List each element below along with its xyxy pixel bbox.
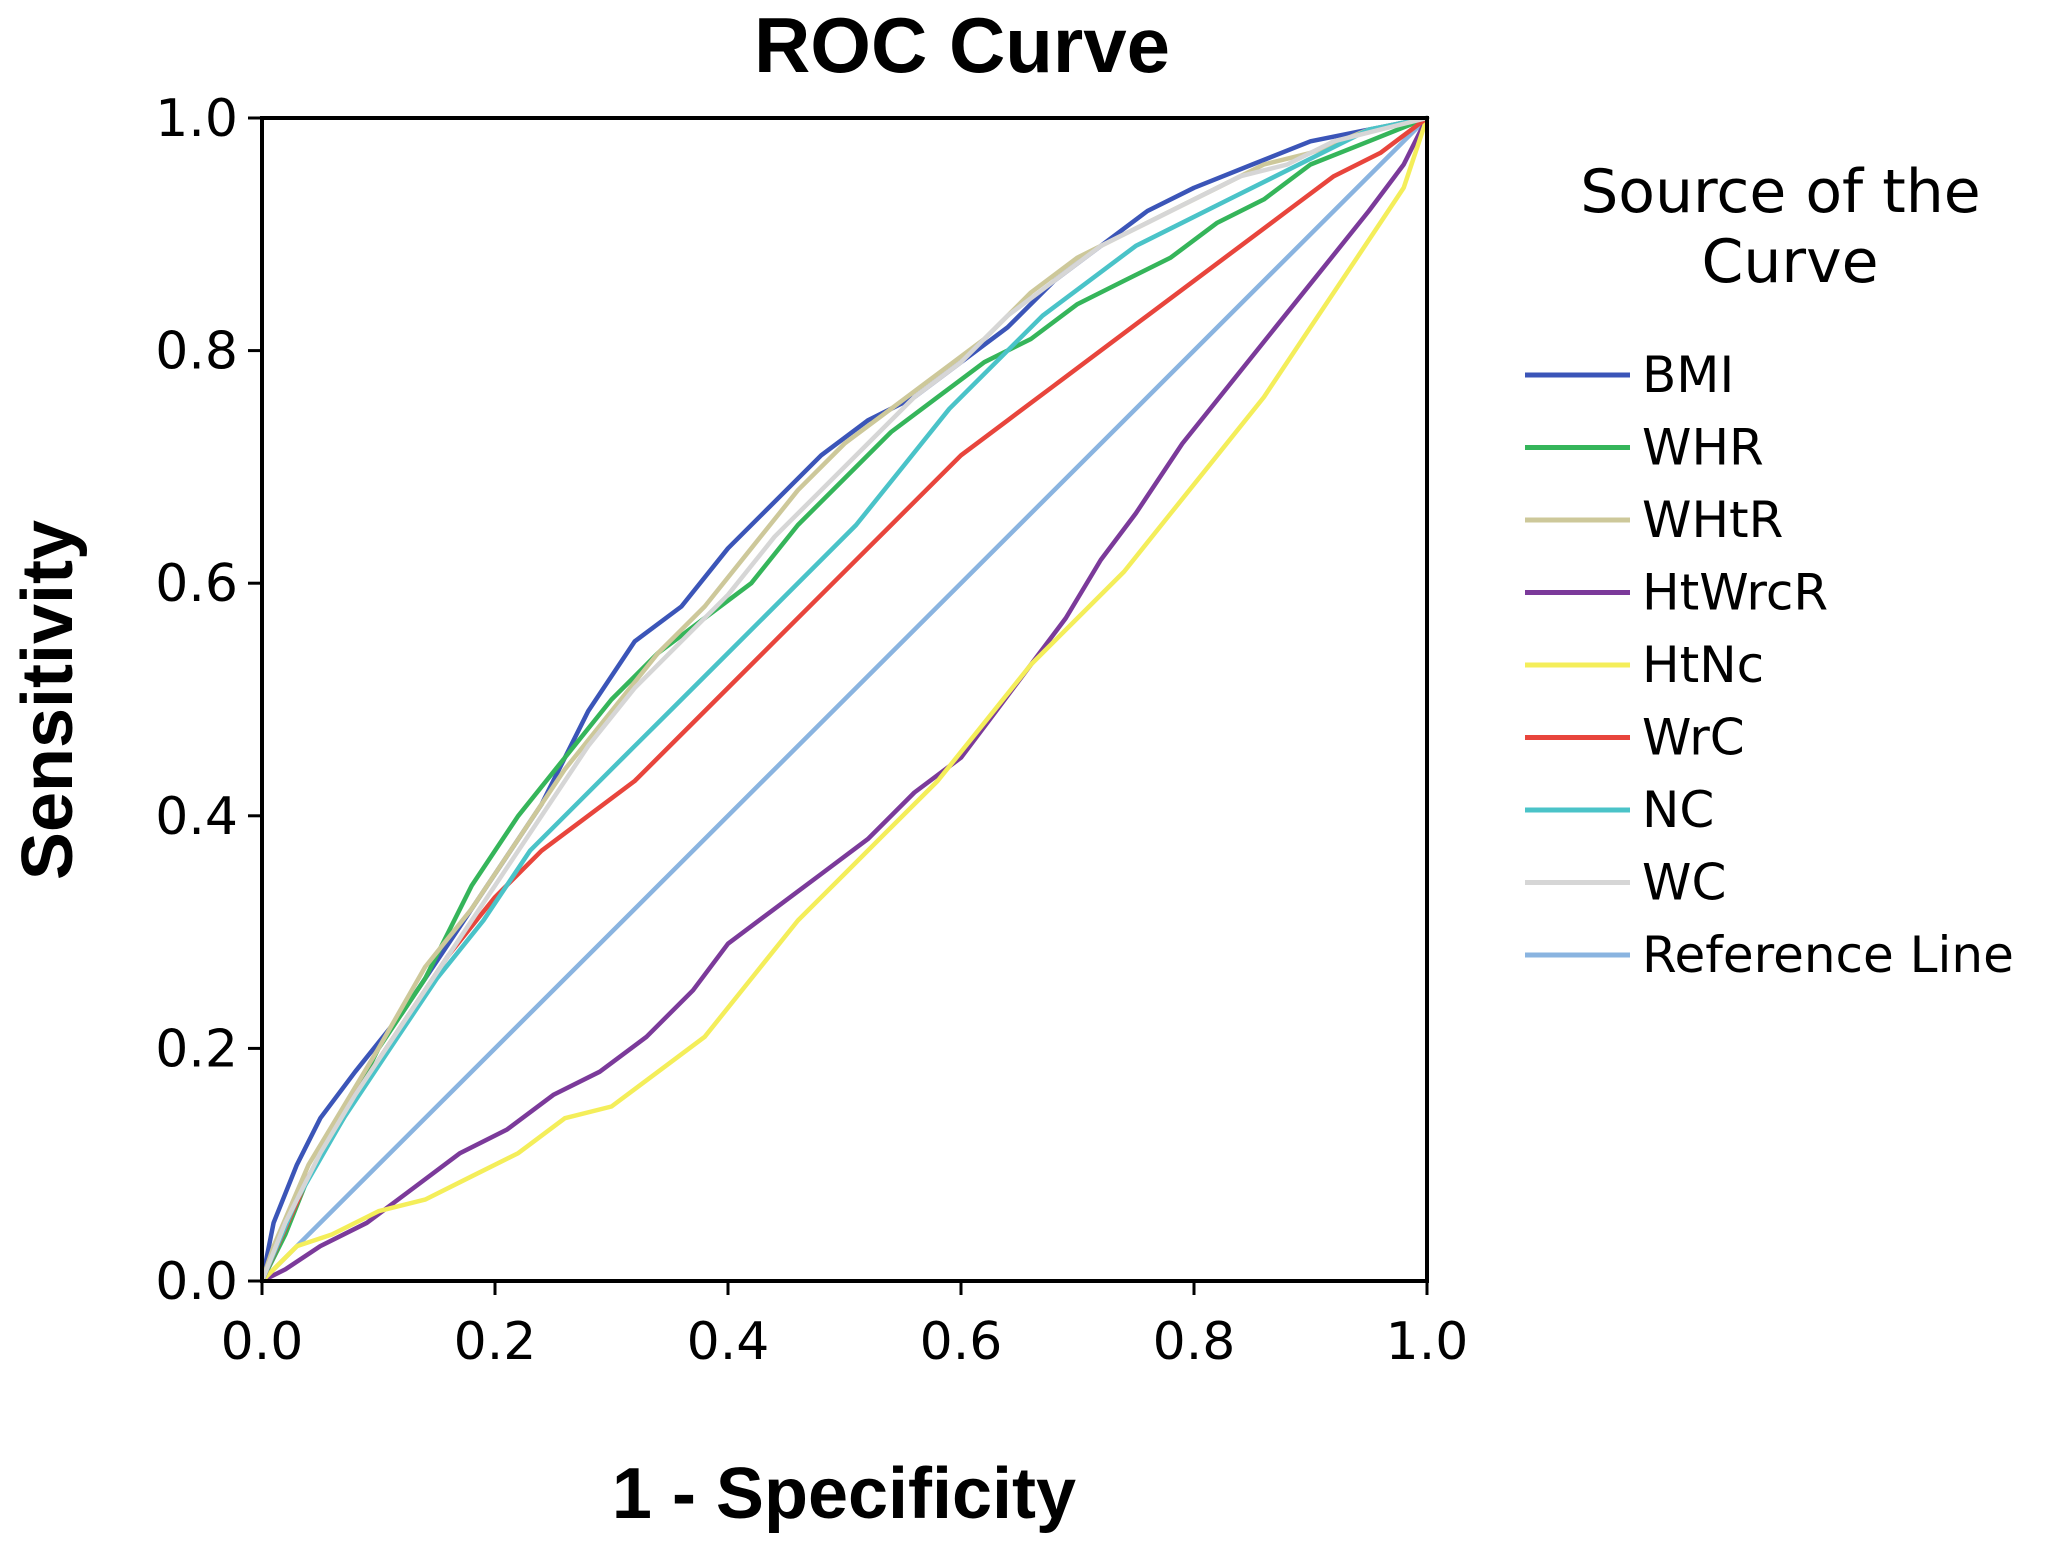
legend-item-reference-line: Reference Line bbox=[1525, 926, 2014, 984]
curve-reference-line bbox=[259, 115, 1430, 1284]
x-tick-label: 1.0 bbox=[1386, 1312, 1469, 1372]
y-tick-label: 0.0 bbox=[155, 1252, 238, 1312]
legend-label: HtWrcR bbox=[1642, 564, 1828, 622]
legend-items: BMI WHR WHtR HtWrcR HtNc WrC NC WC Reference Lin… bbox=[1525, 346, 2014, 984]
x-tick-label: 0.6 bbox=[920, 1312, 1003, 1372]
curve-wc bbox=[259, 115, 1430, 1284]
ticks-group: 0.0 0.2 0.4 0.6 0.8 1.0 0.0 0.2 0.4 0.6 0.8 1.0 bbox=[155, 89, 1468, 1372]
y-tick-label: 0.2 bbox=[155, 1019, 238, 1079]
x-tick-label: 0.4 bbox=[687, 1312, 770, 1372]
plot-frame bbox=[260, 116, 1429, 1283]
legend-label: WHtR bbox=[1642, 491, 1783, 549]
legend-label: BMI bbox=[1642, 346, 1734, 404]
legend-item-whr: WHR bbox=[1525, 419, 1764, 477]
x-tick-label: 0.0 bbox=[221, 1312, 304, 1372]
legend-item-whtr: WHtR bbox=[1525, 491, 1783, 549]
legend-item-htnc: HtNc bbox=[1525, 636, 1764, 694]
legend-label: WrC bbox=[1642, 709, 1745, 767]
legend-item-bmi: BMI bbox=[1525, 346, 1734, 404]
x-axis-label: 1 - Specificity bbox=[612, 1454, 1076, 1534]
legend-title-line-1: Source of the bbox=[1580, 157, 1981, 227]
curve-htnc bbox=[259, 115, 1430, 1284]
legend: Source of the Curve BMI WHR WHtR HtWrcR HtNc… bbox=[1525, 157, 2014, 984]
y-tick-label: 1.0 bbox=[155, 89, 238, 149]
legend-item-wc: WC bbox=[1525, 854, 1726, 912]
legend-item-wrc: WrC bbox=[1525, 709, 1745, 767]
x-tick-label: 0.8 bbox=[1153, 1312, 1236, 1372]
legend-label: HtNc bbox=[1642, 636, 1764, 694]
x-tick-label: 0.2 bbox=[454, 1312, 537, 1372]
legend-title: Source of the Curve bbox=[1580, 157, 2000, 297]
curve-bmi bbox=[259, 115, 1430, 1284]
legend-label: WHR bbox=[1642, 419, 1764, 477]
curves-group bbox=[259, 115, 1430, 1284]
curve-nc bbox=[259, 115, 1430, 1284]
y-tick-label: 0.8 bbox=[155, 322, 238, 382]
legend-label: Reference Line bbox=[1642, 926, 2014, 984]
y-axis-label: Sensitivity bbox=[8, 520, 88, 880]
legend-item-htwrcr: HtWrcR bbox=[1525, 564, 1828, 622]
legend-label: WC bbox=[1642, 854, 1726, 912]
legend-item-nc: NC bbox=[1525, 781, 1714, 839]
legend-title-line-2: Curve bbox=[1701, 227, 1878, 297]
legend-label: NC bbox=[1642, 781, 1714, 839]
chart-title: ROC Curve bbox=[754, 1, 1170, 89]
y-tick-label: 0.4 bbox=[155, 787, 238, 847]
y-tick-label: 0.6 bbox=[155, 554, 238, 614]
curve-htwrcr bbox=[259, 115, 1430, 1284]
